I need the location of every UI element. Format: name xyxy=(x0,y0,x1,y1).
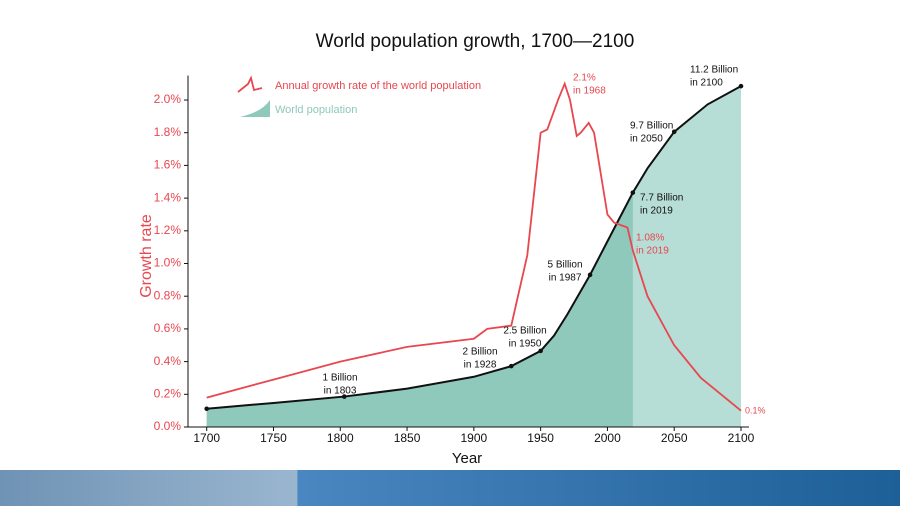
y-tick-label: 1.6% xyxy=(154,158,182,172)
y-tick-label: 0.6% xyxy=(154,321,182,335)
annotation: 0.1% xyxy=(745,405,766,415)
annotation: in 1928 xyxy=(464,360,497,371)
footer-band xyxy=(0,470,900,506)
legend-label: World population xyxy=(275,104,357,116)
x-tick-label: 1750 xyxy=(260,431,287,445)
legend-pop-icon xyxy=(240,100,270,117)
y-tick-label: 0.0% xyxy=(154,419,182,433)
plot: 0.0% 0.2% 0.4% 0.6% 0.8% 1.0% 1.2% 1.4% 1.6% 1.8%… xyxy=(154,65,766,446)
population-line xyxy=(206,85,742,410)
annotation: in 1987 xyxy=(549,273,582,284)
annotation: in 1968 xyxy=(573,86,606,97)
x-tick-label: 1700 xyxy=(193,431,220,445)
annotation: 1 Billion xyxy=(322,373,357,384)
annotation: 9.7 Billion xyxy=(630,121,673,132)
annotation: in 2019 xyxy=(636,246,669,257)
y-tick-label: 0.2% xyxy=(154,386,182,400)
population-dot xyxy=(587,272,593,278)
y-axis-label: Growth rate xyxy=(138,214,155,298)
population-dot xyxy=(671,129,677,135)
population-area-past xyxy=(206,192,633,427)
annotation: 11.2 Billion xyxy=(690,65,738,76)
annotation: 2 Billion xyxy=(462,347,497,358)
annotation: 2.1% xyxy=(573,73,596,84)
annotation: 2.5 Billion xyxy=(503,326,546,337)
annotation: 5 Billion xyxy=(547,260,582,271)
legend-growth-icon xyxy=(237,75,263,93)
x-tick-label: 1900 xyxy=(460,431,487,445)
growth-line xyxy=(206,81,742,412)
y-tick-label: 2.0% xyxy=(154,92,182,106)
annotation: in 2019 xyxy=(640,206,673,217)
population-dot xyxy=(341,394,347,399)
y-tick-label: 1.2% xyxy=(154,223,182,237)
x-tick-label: 1800 xyxy=(327,431,354,445)
y-tick-label: 0.8% xyxy=(154,288,182,302)
y-tick-label: 1.8% xyxy=(154,125,182,139)
x-axis-label: Year xyxy=(452,450,482,467)
population-dot xyxy=(508,363,514,369)
population-dot xyxy=(630,190,636,195)
x-tick-label: 2050 xyxy=(661,431,688,445)
annotation: in 1950 xyxy=(509,339,542,350)
legend-label: Annual growth rate of the world populati… xyxy=(275,80,481,92)
x-tick-label: 2000 xyxy=(594,431,621,445)
annotation: 1.08% xyxy=(636,233,664,244)
chart-title: World population growth, 1700—2100 xyxy=(316,31,635,52)
population-dot xyxy=(538,348,543,354)
y-tick-label: 1.0% xyxy=(154,256,182,270)
y-tick-label: 1.4% xyxy=(154,190,182,204)
annotation: 7.7 Billion xyxy=(640,193,683,204)
annotation: in 2100 xyxy=(690,78,723,89)
y-tick-label: 0.4% xyxy=(154,354,182,368)
population-dot xyxy=(204,406,210,412)
x-tick-label: 1950 xyxy=(527,431,554,445)
population-dot xyxy=(738,83,744,89)
annotation: in 2050 xyxy=(630,134,663,145)
x-tick-label: 1850 xyxy=(394,431,421,445)
x-tick-label: 2100 xyxy=(728,431,755,445)
annotation: in 1803 xyxy=(324,386,357,397)
